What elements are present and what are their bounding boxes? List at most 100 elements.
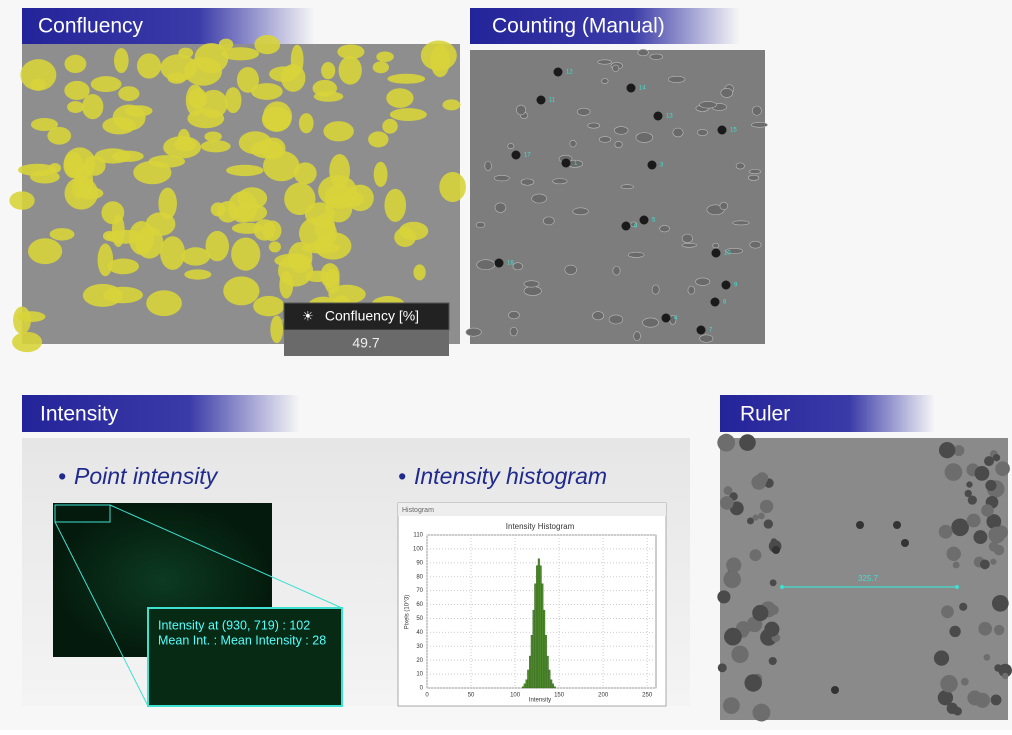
cell <box>967 495 977 505</box>
cell-overlay <box>63 152 84 179</box>
x-tick-label: 150 <box>554 693 565 699</box>
cell-overlay <box>284 182 316 216</box>
cell-overlay <box>387 73 426 84</box>
cell <box>751 105 762 116</box>
x-tick-label: 0 <box>425 693 429 699</box>
cell <box>938 524 953 539</box>
ruler-image <box>717 433 1012 722</box>
cell <box>699 101 717 109</box>
cell-overlay <box>382 118 398 134</box>
cell <box>973 530 988 545</box>
cell <box>983 654 991 661</box>
cell <box>507 143 515 150</box>
cell <box>986 514 1002 529</box>
cell <box>642 317 659 328</box>
cell <box>523 286 542 296</box>
cell-overlay <box>268 241 281 253</box>
cell <box>687 285 696 295</box>
cell <box>569 139 577 148</box>
histogram-bar <box>551 683 554 689</box>
cell <box>990 558 997 565</box>
histogram-bar <box>521 686 525 689</box>
header-bar <box>22 395 300 432</box>
cell-overlay <box>420 40 457 71</box>
counted-cell <box>696 325 706 335</box>
counted-cell <box>553 67 563 77</box>
readout-label: Confluency [%] <box>325 308 419 324</box>
cell <box>723 697 740 714</box>
histogram-bar <box>541 583 544 689</box>
cell <box>725 248 743 254</box>
cell-overlay <box>17 163 57 177</box>
zoom-line <box>54 521 149 707</box>
histogram-bar <box>550 679 553 689</box>
cell <box>751 474 767 490</box>
cell-overlay <box>236 67 260 93</box>
cell <box>744 674 762 692</box>
cell-overlay <box>368 131 389 148</box>
cell <box>612 64 620 72</box>
cell-overlay <box>181 247 210 266</box>
cell <box>614 126 629 135</box>
histogram-bar <box>546 655 549 689</box>
cell-overlay <box>76 187 104 200</box>
cell <box>992 454 1001 462</box>
cell-overlay <box>384 188 407 222</box>
count-label: 6 <box>634 224 638 230</box>
cell-overlay <box>184 269 212 280</box>
cell <box>614 141 623 149</box>
zoom-line <box>109 504 343 609</box>
cell <box>752 514 759 521</box>
cell <box>516 104 527 116</box>
cell-overlay <box>218 38 234 51</box>
cell <box>739 434 756 451</box>
cell <box>720 496 734 510</box>
cell-overlay <box>386 88 414 108</box>
x-tick-label: 250 <box>642 693 653 699</box>
cell-overlay <box>16 311 46 323</box>
count-label: 9 <box>734 283 738 289</box>
cell <box>998 663 1012 678</box>
count-label: 11 <box>549 98 556 104</box>
cell <box>974 692 990 708</box>
count-label: 7 <box>709 328 713 334</box>
counted-cell <box>639 215 649 225</box>
cell <box>659 225 670 233</box>
y-tick-label: 70 <box>416 588 423 594</box>
bullet-text: Point intensity <box>74 463 219 489</box>
cell <box>531 193 547 204</box>
cell-overlay <box>118 86 140 102</box>
cell <box>747 174 760 181</box>
cell-overlay <box>298 113 314 134</box>
histogram-bar <box>534 583 537 689</box>
cell <box>953 706 962 716</box>
cell <box>649 53 663 60</box>
cell-overlay <box>293 162 317 185</box>
cell <box>475 221 486 228</box>
y-tick-label: 0 <box>420 686 424 692</box>
zoom-source <box>54 504 111 523</box>
cell-overlay <box>136 53 162 79</box>
cell-overlay <box>337 44 365 60</box>
cell <box>592 311 605 321</box>
ruler-end <box>955 585 959 589</box>
counted-cell <box>653 111 663 121</box>
cell-overlay <box>47 127 72 145</box>
cell <box>672 127 684 138</box>
window-title: Histogram <box>402 507 434 514</box>
cell-overlay <box>158 187 177 220</box>
cell <box>949 625 961 638</box>
y-tick-label: 20 <box>416 658 423 664</box>
cell-overlay <box>188 88 207 110</box>
cell-overlay <box>389 108 427 121</box>
cell <box>966 513 981 528</box>
chart-title: Intensity Histogram <box>506 522 575 531</box>
section-title: Counting (Manual) <box>492 15 665 38</box>
cell <box>612 265 621 276</box>
cell <box>856 521 864 529</box>
cell-overlay <box>413 264 426 281</box>
cell <box>572 207 589 216</box>
histogram-bar <box>523 683 526 689</box>
cell-overlay <box>82 94 104 120</box>
histogram-bar <box>527 669 530 689</box>
